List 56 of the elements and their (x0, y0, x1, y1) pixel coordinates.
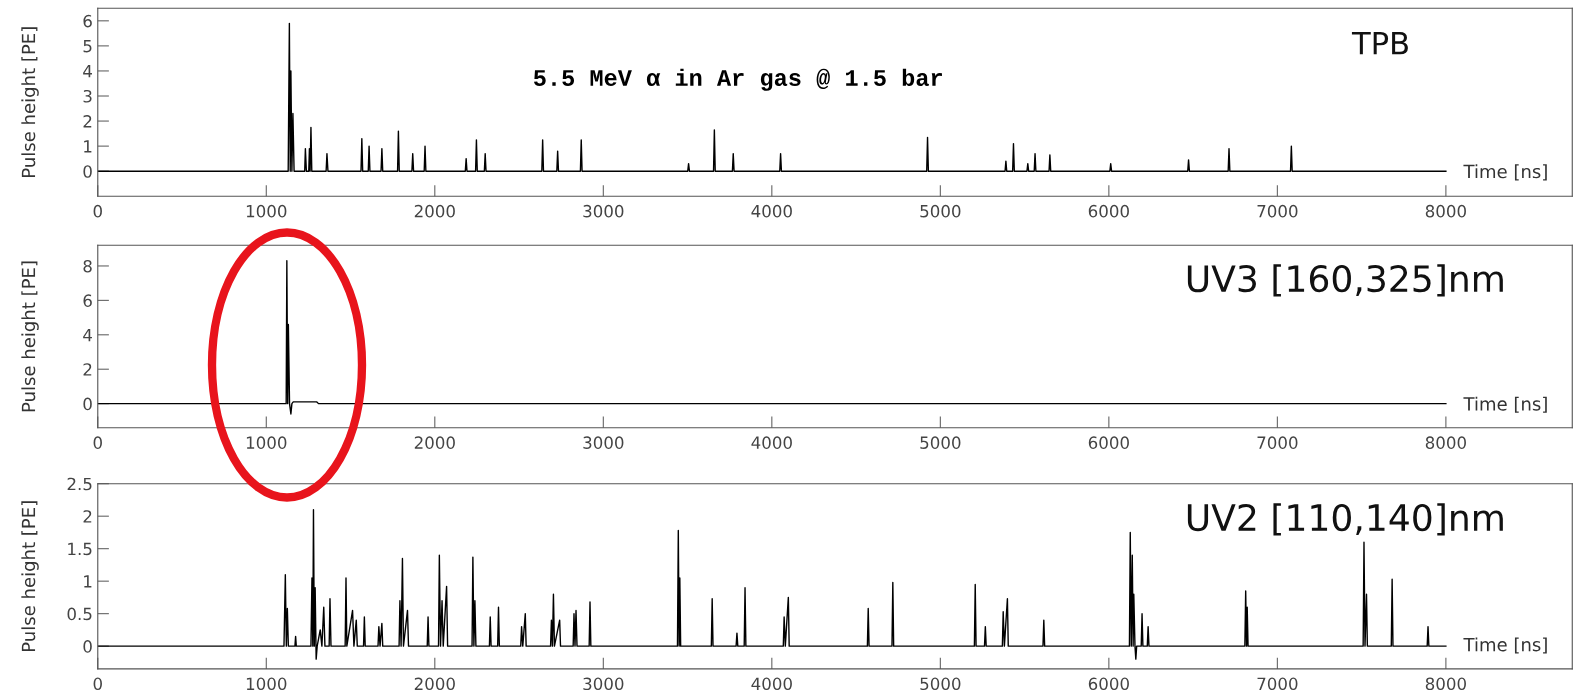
x-tick-label: 5000 (920, 204, 961, 218)
y-tick-label: 2 (83, 363, 92, 376)
y-tick-label: 3 (83, 89, 92, 103)
y-tick-label: 2 (83, 115, 92, 128)
x-tick-label: 3000 (583, 436, 624, 449)
x-tick-label: 1000 (246, 436, 287, 449)
y-tick-label: 0.5 (67, 607, 92, 621)
text: TPB (1351, 32, 1408, 55)
x-tick-label: 2000 (414, 436, 455, 449)
y-axis-title: Pulse height [PE] (21, 501, 39, 651)
x-tick-label: 6000 (1088, 436, 1129, 449)
x-tick-label: 4000 (751, 677, 792, 691)
x-tick-label: 1000 (246, 677, 287, 691)
x-tick-label: 2000 (414, 204, 455, 218)
y-axis-title: Pulse height [PE] (21, 27, 39, 177)
chart-title: UV2 [110,140]nm (1187, 503, 1503, 536)
x-tick-label: 0 (93, 204, 102, 218)
y-tick-label: 1.5 (68, 542, 92, 556)
annotation: 5.5 MeV α in Ar gas @ 1.5 bar (533, 68, 942, 91)
x-tick-label: 4000 (751, 204, 792, 218)
y-tick-label: 1 (84, 575, 92, 588)
x-tick-label: 3000 (583, 677, 624, 691)
x-tick-label: 4000 (751, 436, 792, 449)
y-tick-label: 2.5 (67, 477, 92, 491)
y-tick-label: 4 (83, 65, 92, 78)
y-tick-label: 0 (83, 397, 92, 411)
line-series (97, 22, 1447, 172)
y-tick-label: 0 (83, 165, 92, 178)
y-tick-label: 8 (83, 259, 92, 273)
x-tick-label: 8000 (1425, 436, 1466, 449)
x-tick-label: 3000 (583, 204, 624, 218)
x-tick-label: 2000 (414, 677, 455, 691)
x-tick-label: 7000 (1257, 677, 1298, 691)
y-tick-label: 1 (84, 140, 92, 153)
y-tick-label: 6 (83, 294, 92, 307)
x-tick-label: 5000 (920, 677, 961, 691)
x-tick-label: 1000 (246, 204, 287, 218)
x-tick-label: 8000 (1425, 677, 1466, 691)
x-tick-label: 6000 (1088, 677, 1129, 691)
y-tick-label: 5 (83, 40, 92, 53)
x-axis-title: Time [ns] (1463, 637, 1547, 654)
x-tick-label: 0 (93, 436, 102, 449)
x-tick-label: 7000 (1257, 204, 1298, 218)
chart-title: UV3 [160,325]nm (1187, 264, 1503, 297)
x-tick-label: 6000 (1088, 204, 1129, 218)
x-tick-label: 5000 (920, 436, 961, 449)
y-tick-label: 6 (83, 14, 92, 28)
x-axis-title: Time [ns] (1463, 164, 1547, 181)
x-tick-label: 7000 (1257, 436, 1298, 449)
y-axis-title: Pulse height [PE] (21, 261, 39, 412)
x-tick-label: 0 (93, 677, 102, 691)
y-tick-label: 0 (83, 640, 92, 653)
x-axis-title: Time [ns] (1463, 396, 1547, 413)
y-tick-label: 4 (83, 328, 92, 342)
y-tick-label: 2 (83, 510, 92, 523)
x-tick-label: 8000 (1425, 204, 1466, 218)
